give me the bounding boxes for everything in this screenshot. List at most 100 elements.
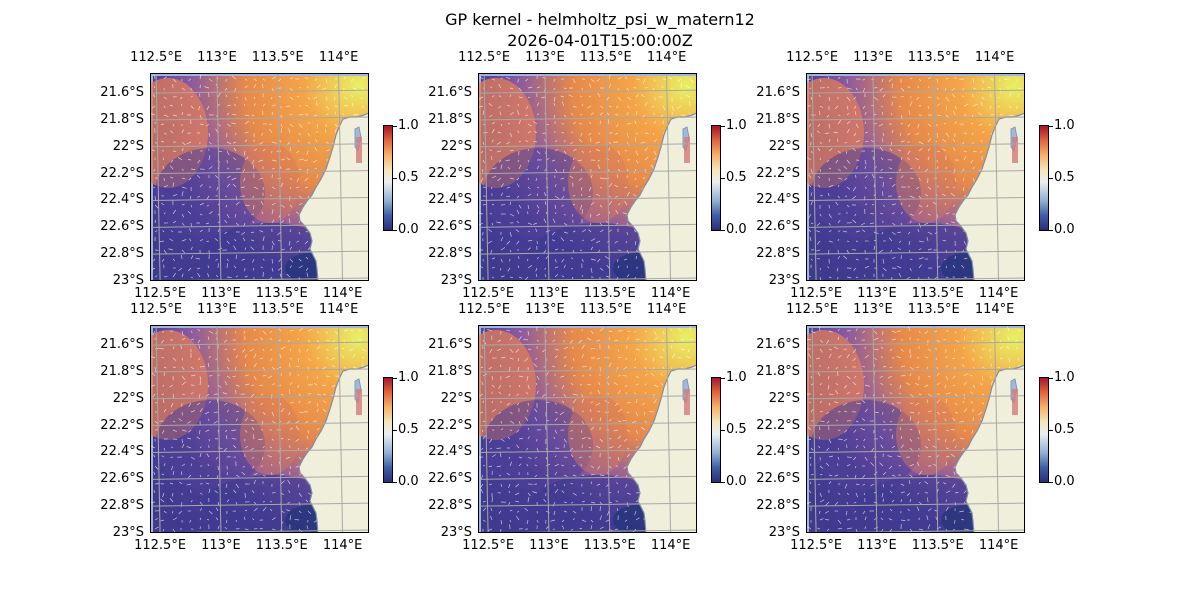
current-arrow <box>900 419 904 422</box>
current-arrow <box>589 121 592 125</box>
current-arrow <box>509 177 514 180</box>
current-arrow <box>836 267 839 272</box>
current-arrow <box>662 78 667 81</box>
current-arrow <box>215 357 219 361</box>
current-arrow <box>280 492 284 496</box>
current-arrow <box>608 345 610 350</box>
current-arrow <box>226 357 230 362</box>
current-arrow <box>325 105 330 110</box>
current-arrow <box>925 356 929 359</box>
current-arrow <box>842 230 848 233</box>
current-arrow <box>999 177 1002 183</box>
current-arrow <box>855 444 859 449</box>
current-arrow <box>491 95 495 98</box>
current-arrow <box>260 337 264 341</box>
current-arrow <box>289 258 294 263</box>
current-arrow <box>280 474 285 476</box>
current-arrow <box>945 212 950 215</box>
current-arrow <box>298 265 303 269</box>
current-arrow <box>563 420 566 424</box>
current-arrow <box>526 409 529 413</box>
current-arrow <box>1017 213 1023 216</box>
current-arrow <box>934 509 938 512</box>
current-arrow <box>819 105 824 108</box>
current-arrow <box>207 384 210 388</box>
current-arrow <box>253 148 258 152</box>
current-arrow <box>907 157 911 161</box>
current-arrow <box>498 83 502 89</box>
current-arrow <box>571 131 574 134</box>
current-arrow <box>581 410 584 413</box>
latitude-gridline <box>150 223 369 228</box>
current-arrow <box>997 366 1001 369</box>
current-arrow <box>188 429 192 433</box>
latitude-gridline <box>806 89 1025 94</box>
current-arrow <box>279 273 282 278</box>
current-arrow <box>972 150 977 153</box>
current-arrow <box>516 177 520 181</box>
current-arrow <box>891 183 896 188</box>
current-arrow <box>554 384 557 387</box>
current-arrow <box>162 384 165 387</box>
current-arrow <box>334 330 339 335</box>
longitude-tick-label-top: 114°E <box>646 302 687 317</box>
current-arrow <box>181 186 187 189</box>
current-arrow <box>852 148 857 152</box>
current-arrow <box>489 149 493 152</box>
current-arrow <box>307 456 310 460</box>
current-arrow <box>159 240 165 243</box>
colorbar-tick-label: 0.5 <box>1054 170 1075 185</box>
current-arrow <box>905 382 911 386</box>
current-arrow <box>810 150 813 154</box>
current-arrow <box>271 87 274 92</box>
latitude-gridline <box>478 529 697 533</box>
current-arrow <box>608 200 612 206</box>
current-arrow <box>561 384 565 390</box>
current-arrow <box>163 249 167 254</box>
latitude-tick-label: 22°S <box>768 138 800 154</box>
current-arrow <box>196 402 201 406</box>
current-arrow <box>972 78 974 83</box>
current-arrow <box>597 465 601 470</box>
current-arrow <box>835 366 839 370</box>
current-arrow <box>615 482 619 485</box>
current-arrow <box>977 112 983 116</box>
current-arrow <box>554 471 558 476</box>
current-arrow <box>279 139 282 143</box>
current-arrow <box>581 354 584 359</box>
current-arrow <box>634 137 637 143</box>
current-arrow <box>997 384 1001 387</box>
latitude-gridline <box>806 395 1025 400</box>
current-arrow <box>491 384 495 388</box>
current-arrow <box>181 213 185 218</box>
current-arrow <box>536 150 541 155</box>
current-arrow <box>1008 141 1011 146</box>
current-arrow <box>915 402 920 406</box>
current-arrow <box>352 492 356 497</box>
current-arrow <box>343 481 346 485</box>
current-arrow <box>199 507 203 512</box>
current-arrow <box>572 398 577 404</box>
current-arrow <box>509 420 515 424</box>
current-arrow <box>350 222 354 226</box>
current-arrow <box>909 428 913 431</box>
current-arrow <box>599 204 603 208</box>
current-arrow <box>953 528 956 531</box>
current-arrow <box>307 122 311 125</box>
current-arrow <box>341 402 345 405</box>
field-raster <box>809 328 1025 533</box>
current-arrow <box>525 114 529 117</box>
current-arrow <box>325 128 327 134</box>
current-arrow <box>508 501 511 505</box>
current-arrow <box>253 103 256 107</box>
current-arrow <box>536 256 540 260</box>
current-arrow <box>844 483 848 489</box>
current-arrow <box>855 528 858 533</box>
current-arrow <box>224 231 228 234</box>
current-arrow <box>927 438 930 442</box>
current-arrow <box>990 438 994 440</box>
current-arrow <box>361 87 364 90</box>
current-arrow <box>491 276 495 279</box>
current-arrow <box>599 515 602 521</box>
current-arrow <box>188 267 192 272</box>
